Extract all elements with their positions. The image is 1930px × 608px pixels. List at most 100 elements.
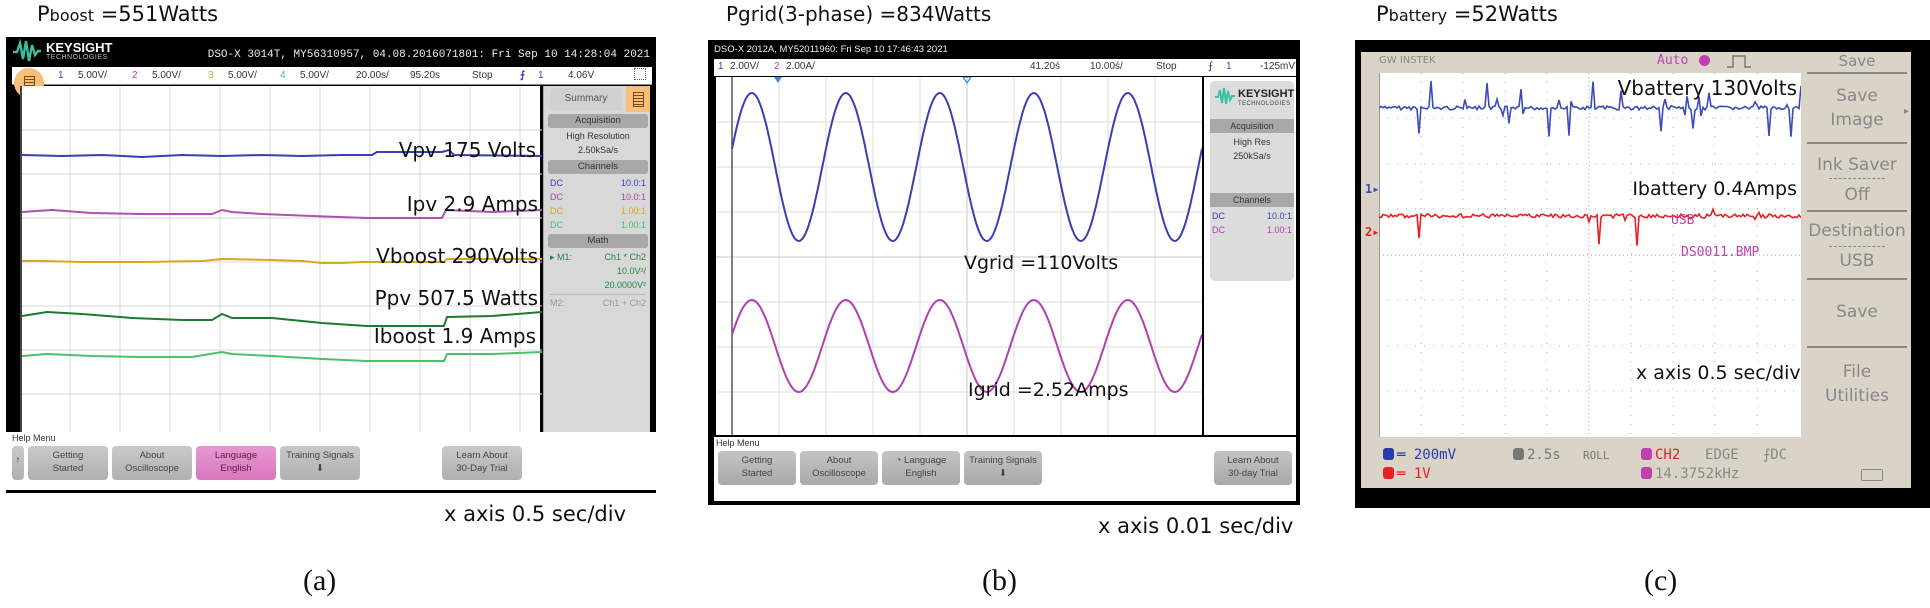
keysight-logo: KEYSIGHT TECHNOLOGIES — [1214, 86, 1294, 116]
info-panel: KEYSIGHT TECHNOLOGIES Acquisition High R… — [1210, 81, 1294, 281]
ink-saver-button[interactable]: Ink Saver Off — [1807, 146, 1907, 212]
trace-label-vgrid: Vgrid =110Volts — [964, 252, 1119, 274]
timebase[interactable]: 10.00ś/ — [1090, 61, 1123, 72]
ch2-scale-status: ═ 1V — [1383, 466, 1431, 482]
training-signals-button[interactable]: Training Signals ⬇ — [280, 446, 360, 480]
panel-a-label: (a) — [303, 564, 337, 597]
ch1-number[interactable]: 1 — [58, 70, 64, 81]
destination-button[interactable]: Destination USB — [1807, 214, 1907, 280]
ch2-scale[interactable]: 2.00A/ — [786, 61, 815, 72]
divider — [1829, 178, 1885, 179]
keysight-wave-icon — [13, 38, 41, 62]
trace-label-vbattery: Vbattery 130Volts — [1617, 76, 1797, 100]
trigger-icon: ⨍ — [520, 70, 526, 81]
acquisition-header[interactable]: Acquisition — [548, 114, 648, 128]
math-header[interactable]: Math — [548, 234, 648, 248]
learn-about-trial-button[interactable]: Learn About 30-day Trial — [1214, 451, 1292, 485]
trigger-mode: Auto — [1657, 53, 1689, 68]
save-button[interactable]: Save — [1807, 282, 1907, 348]
save-image-button[interactable]: Save Image ▸ — [1807, 76, 1909, 144]
panel-b-xaxis-caption: x axis 0.01 sec/div — [1098, 514, 1294, 538]
ch1-ground-marker: 1▸ — [1365, 182, 1380, 196]
trace-label-iboost: Iboost 1.9 Amps — [373, 324, 536, 348]
panel-a-title: Pboost =551Watts — [37, 2, 219, 26]
ch3-scale[interactable]: 5.00V/ — [228, 70, 257, 81]
ch4-scale[interactable]: 5.00V/ — [300, 70, 329, 81]
trigger-channel[interactable]: 1 — [1226, 61, 1232, 72]
usb-icon — [1861, 469, 1883, 481]
side-panel: KEYSIGHT TECHNOLOGIES Acquisition High R… — [1204, 77, 1296, 435]
ch1-scale[interactable]: 2.00V/ — [730, 61, 759, 72]
trace-label-vboost: Vboost 290Volts — [376, 244, 538, 268]
trigger-icon: ⨍ — [1208, 61, 1214, 72]
channel-bar: 1 5.00V/ 2 5.00V/ 3 5.00V/ 4 5.00V/ 20.0… — [12, 67, 652, 85]
channels-header[interactable]: Channels — [1210, 193, 1294, 207]
scope-panel-c: GW INSTEK Auto Vbattery 130Volt — [1355, 40, 1930, 508]
learn-about-trial-button[interactable]: Learn About 30-Day Trial — [442, 446, 522, 480]
run-state[interactable]: Stop — [472, 70, 493, 81]
about-oscilloscope-button[interactable]: About Oscilloscope — [800, 451, 878, 485]
panel-b-label: (b) — [982, 564, 1017, 597]
waveform-display — [21, 86, 543, 468]
trace-label-ipv: Ipv 2.9 Amps — [406, 192, 538, 216]
saved-filename: DS0011.BMP — [1681, 245, 1760, 260]
acquisition-mode: High Resolution — [566, 131, 630, 141]
run-state[interactable]: Stop — [1156, 61, 1177, 72]
mode-status: ROLL — [1583, 449, 1610, 462]
ch2-number[interactable]: 2 — [774, 61, 780, 72]
ch2-number[interactable]: 2 — [132, 70, 138, 81]
trigger-level[interactable]: 4.06V — [568, 70, 595, 81]
waveform-display — [716, 76, 1203, 435]
summary-menu-icon[interactable] — [626, 86, 650, 112]
ch1-scale[interactable]: 5.00V/ — [78, 70, 107, 81]
waveform-display — [1378, 73, 1802, 437]
trigger-type-status: EDGE — [1705, 447, 1739, 463]
training-signals-button[interactable]: Training Signals ⬇ — [964, 451, 1042, 485]
timebase[interactable]: 20.00s/ — [356, 70, 389, 81]
help-menu-bar: Help Menu ↑ Getting Started About Oscillos… — [6, 432, 656, 490]
channels-header[interactable]: Channels — [548, 160, 648, 174]
xaxis-caption-inner: x axis 0.5 sec/div — [1636, 362, 1801, 384]
trigger-marker-icon — [774, 77, 782, 83]
channel-bar: 1 2.00V/ 2 2.00A/ 41.20ś 10.00ś/ Stop ⨍ … — [714, 59, 1296, 76]
math-divider — [550, 294, 646, 295]
trigger-source-status: CH2 — [1641, 447, 1680, 463]
summary-tab[interactable]: Summary — [550, 88, 622, 110]
acquisition-header[interactable]: Acquisition — [1210, 119, 1294, 133]
sample-rate: 250kSa/s — [1233, 151, 1271, 161]
trigger-level[interactable]: -125mV — [1260, 61, 1296, 72]
summary-side-panel: Summary Acquisition High Resolution 2.50… — [543, 86, 650, 468]
getting-started-button[interactable]: Getting Started — [718, 451, 796, 485]
language-button[interactable]: ◔ Language English — [882, 451, 960, 485]
save-destination-text: USB — [1671, 213, 1695, 228]
trace-label-igrid: Igrid =2.52Amps — [968, 379, 1129, 401]
help-menu-bar: Help Menu Getting Started About Oscillosco… — [714, 437, 1296, 501]
sample-rate: 2.50kSa/s — [577, 145, 619, 155]
zoom-box-icon[interactable] — [634, 68, 646, 80]
delay[interactable]: 95.20s — [410, 70, 441, 81]
rising-edge-icon — [1727, 55, 1751, 68]
trace-label-vpv: Vpv 175 Volts — [398, 138, 536, 162]
file-utilities-button[interactable]: File Utilities — [1825, 362, 1889, 406]
submenu-arrow-icon: ▸ — [1903, 106, 1909, 117]
ch2-scale[interactable]: 5.00V/ — [152, 70, 181, 81]
divider — [1829, 246, 1885, 247]
delay[interactable]: 41.20ś — [1030, 61, 1061, 72]
gw-instek-logo: GW INSTEK — [1379, 55, 1436, 66]
scope-id-line: DSO-X 2012A, MY52011960: Fri Sep 10 17:4… — [714, 44, 948, 55]
ch3-number[interactable]: 3 — [208, 70, 214, 81]
menu-header: Save — [1807, 52, 1907, 74]
scope-frame: GW INSTEK Auto Vbattery 130Volt — [1361, 52, 1911, 488]
frequency-status: 14.3752kHz — [1641, 466, 1739, 482]
ch1-number[interactable]: 1 — [718, 61, 724, 72]
trigger-channel[interactable]: 1 — [538, 70, 544, 81]
ch4-number[interactable]: 4 — [280, 70, 286, 81]
back-arrow-button[interactable]: ↑ — [12, 446, 24, 480]
language-button[interactable]: Language English — [196, 446, 276, 480]
scope-id-line: DSO-X 3014T, MY56310957, 04.08.201607180… — [207, 49, 650, 61]
trigger-status-icon — [1699, 55, 1710, 66]
about-oscilloscope-button[interactable]: About Oscilloscope — [112, 446, 192, 480]
getting-started-button[interactable]: Getting Started — [28, 446, 108, 480]
help-menu-title: Help Menu — [12, 433, 56, 443]
panel-b-title: Pgrid(3-phase) =834Watts — [726, 2, 992, 26]
